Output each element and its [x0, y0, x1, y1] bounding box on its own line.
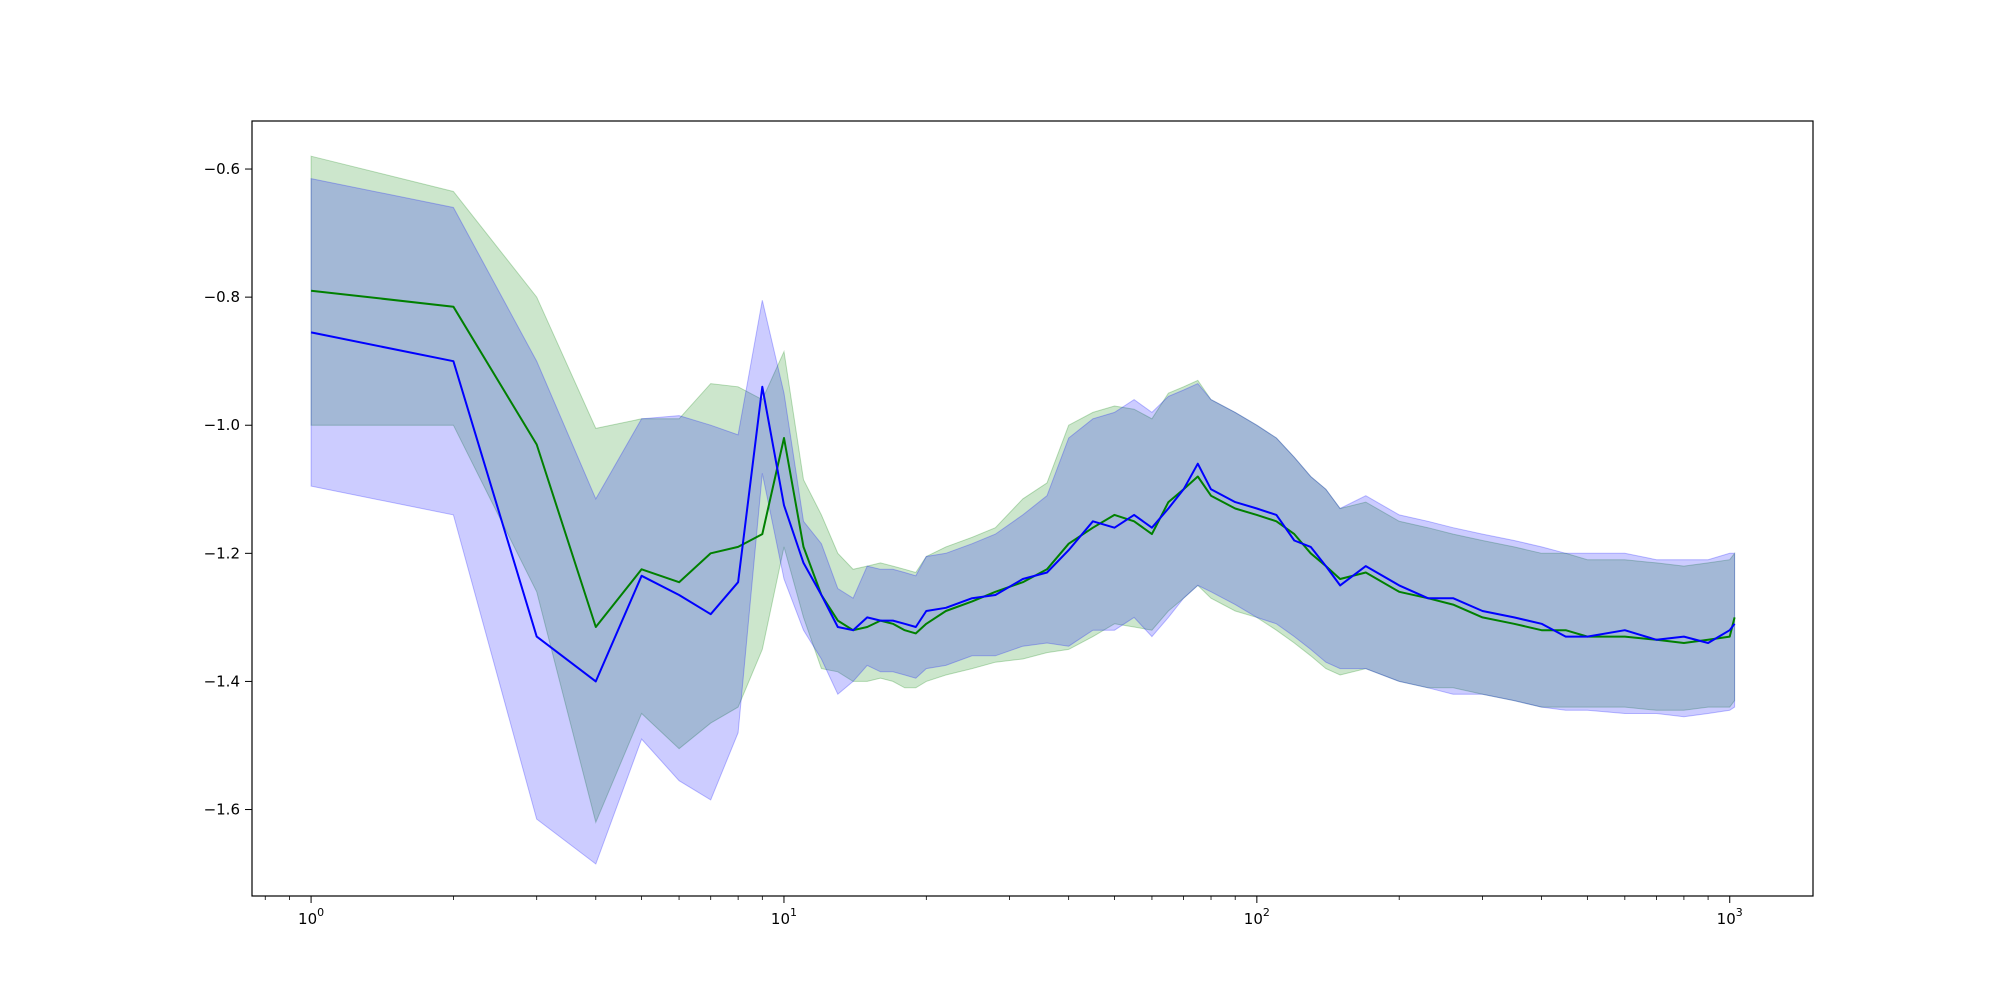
- x-tick-label: 101: [771, 906, 797, 928]
- series-1-band: [310, 155, 1736, 824]
- series-2-line: [310, 331, 1736, 683]
- y-tick-label: −1.0: [204, 416, 240, 434]
- x-axis: 100 101 102 103: [264, 896, 1743, 928]
- y-tick-label: −0.6: [204, 160, 240, 178]
- axes-frame: [251, 120, 1814, 897]
- y-tick-label: −1.6: [204, 801, 240, 819]
- y-tick-label: −0.8: [204, 288, 240, 306]
- y-tick-label: −1.2: [204, 544, 240, 562]
- series-2-band: [310, 177, 1736, 865]
- series-1-line: [310, 289, 1736, 644]
- y-axis: −0.6 −0.8 −1.0 −1.2 −1.4 −1.6: [204, 160, 252, 819]
- x-tick-label: 102: [1244, 906, 1270, 928]
- series-lines: [310, 289, 1736, 683]
- y-tick-label: −1.4: [204, 672, 240, 690]
- x-tick-label: 103: [1717, 906, 1743, 928]
- confidence-bands: [310, 155, 1736, 865]
- x-tick-label: 100: [298, 906, 324, 928]
